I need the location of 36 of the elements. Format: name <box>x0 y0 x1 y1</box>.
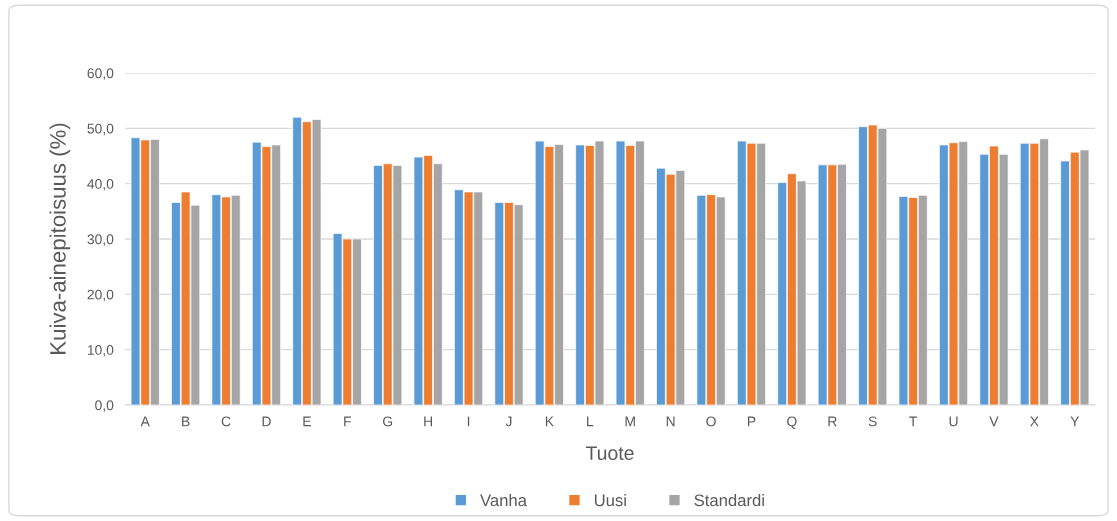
x-tick-label: L <box>587 416 594 427</box>
x-tick-label: P <box>747 416 756 427</box>
y-tick-label: 10,0 <box>87 345 114 357</box>
x-axis-title: Tuote <box>585 446 634 461</box>
x-tick-label: D <box>262 416 271 427</box>
y-axis-title: Kuiva-ainepitoisuus (%) <box>49 123 71 354</box>
x-tick-label: H <box>424 416 433 427</box>
x-tick-label: J <box>505 416 512 427</box>
x-tick-label: S <box>868 416 877 427</box>
x-tick-label: E <box>303 416 311 427</box>
x-tick-label: B <box>182 416 190 427</box>
x-tick-label: A <box>140 416 150 427</box>
x-tick-label: Y <box>1070 416 1080 427</box>
y-tick-label: 0,0 <box>95 400 114 412</box>
x-tick-label: X <box>1030 416 1039 427</box>
x-tick-label: U <box>949 416 958 427</box>
y-tick-label: 60,0 <box>87 68 114 80</box>
x-tick-label: O <box>706 416 716 427</box>
x-tick-label: I <box>467 416 470 427</box>
x-tick-label: K <box>545 416 554 427</box>
y-tick-label: 40,0 <box>87 179 114 191</box>
x-tick-label: V <box>989 416 999 427</box>
x-tick-label: R <box>828 416 837 427</box>
x-tick-label: Q <box>787 416 797 429</box>
x-tick-label: N <box>666 416 675 427</box>
y-tick-label: 30,0 <box>87 234 114 246</box>
x-tick-label: F <box>344 416 351 427</box>
x-tick-label: C <box>221 416 231 427</box>
x-tick-label: M <box>625 416 635 427</box>
legend-label: Vanha <box>480 493 527 507</box>
legend-label: Standardi <box>694 493 764 507</box>
legend-label: Uusi <box>594 493 626 507</box>
x-tick-label: T <box>909 416 918 427</box>
y-tick-label: 50,0 <box>87 123 114 136</box>
x-tick-label: G <box>383 416 393 427</box>
y-tick-label: 20,0 <box>87 289 114 302</box>
